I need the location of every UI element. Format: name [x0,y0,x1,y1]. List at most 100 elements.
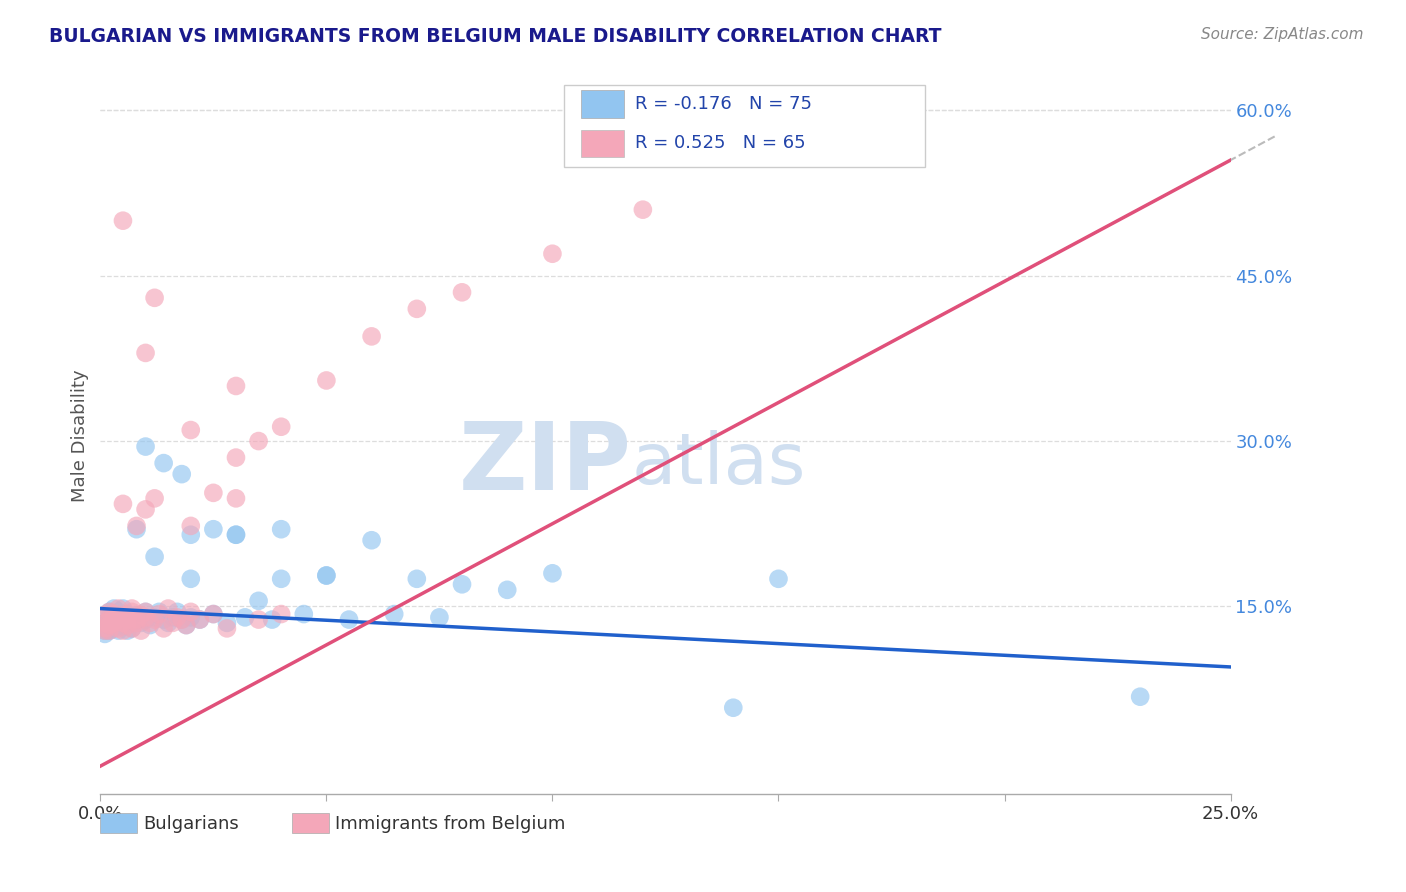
Point [117,613,139,627]
Point [135,346,157,360]
Point [94,615,117,630]
Point [117,607,139,621]
Text: Immigrants from Belgium: Immigrants from Belgium [336,814,565,833]
Point [103,615,125,630]
Point [631,202,654,217]
Point [541,566,564,581]
Point [405,572,427,586]
Point [94,621,117,635]
Point [170,467,193,482]
Point [360,329,382,343]
Point [135,613,157,627]
Point [125,522,148,536]
Point [98,624,121,638]
Point [215,615,238,630]
Point [129,610,152,624]
Point [135,502,157,516]
Point [135,605,157,619]
Point [270,572,292,586]
Point [107,618,129,632]
Point [382,607,405,621]
Point [125,613,148,627]
Point [107,601,129,615]
Point [152,456,174,470]
Point [315,568,337,582]
Text: Source: ZipAtlas.com: Source: ZipAtlas.com [1201,27,1364,42]
Point [270,607,292,621]
Point [162,615,184,630]
Point [225,527,247,541]
Point [270,419,292,434]
Text: atlas: atlas [631,430,806,499]
Point [152,613,174,627]
Point [111,624,134,638]
Point [94,615,117,630]
Point [125,613,148,627]
Point [170,613,193,627]
Point [98,613,121,627]
Point [117,613,139,627]
Point [405,301,427,316]
Point [103,608,125,623]
Point [1129,690,1152,704]
Point [135,605,157,619]
Point [496,582,519,597]
Point [135,610,157,624]
Point [723,700,745,714]
Point [107,613,129,627]
Point [270,522,292,536]
Point [121,615,143,630]
Point [125,615,148,630]
Point [121,601,143,615]
Point [315,374,337,388]
Point [111,610,134,624]
Text: BULGARIAN VS IMMIGRANTS FROM BELGIUM MALE DISABILITY CORRELATION CHART: BULGARIAN VS IMMIGRANTS FROM BELGIUM MAL… [49,27,942,45]
Point [292,607,315,621]
Point [148,605,170,619]
Point [202,522,225,536]
Point [103,607,125,621]
Point [143,613,166,627]
Point [135,440,157,454]
Point [107,624,129,638]
Point [174,618,197,632]
Point [121,610,143,624]
Point [225,491,247,506]
Point [188,613,211,627]
Point [125,608,148,623]
Text: R = -0.176   N = 75: R = -0.176 N = 75 [636,95,811,113]
Point [451,285,474,300]
Point [107,621,129,635]
Point [94,621,117,635]
Point [103,615,125,630]
Point [143,549,166,564]
Text: ZIP: ZIP [458,418,631,510]
Point [94,608,117,623]
Point [315,568,337,582]
FancyBboxPatch shape [564,85,925,167]
Point [117,618,139,632]
Point [174,618,197,632]
Point [225,527,247,541]
Point [129,615,152,630]
Point [247,594,270,608]
Point [98,610,121,624]
Point [107,605,129,619]
Point [188,613,211,627]
Point [129,608,152,623]
Point [143,491,166,506]
Point [143,291,166,305]
Point [180,519,202,533]
Point [103,610,125,624]
Point [360,533,382,548]
Point [180,423,202,437]
Point [225,450,247,465]
Point [125,519,148,533]
Point [337,613,360,627]
Point [233,610,256,624]
Point [170,613,193,627]
Bar [100,813,136,833]
Point [111,615,134,630]
Point [202,607,225,621]
Point [111,619,134,633]
